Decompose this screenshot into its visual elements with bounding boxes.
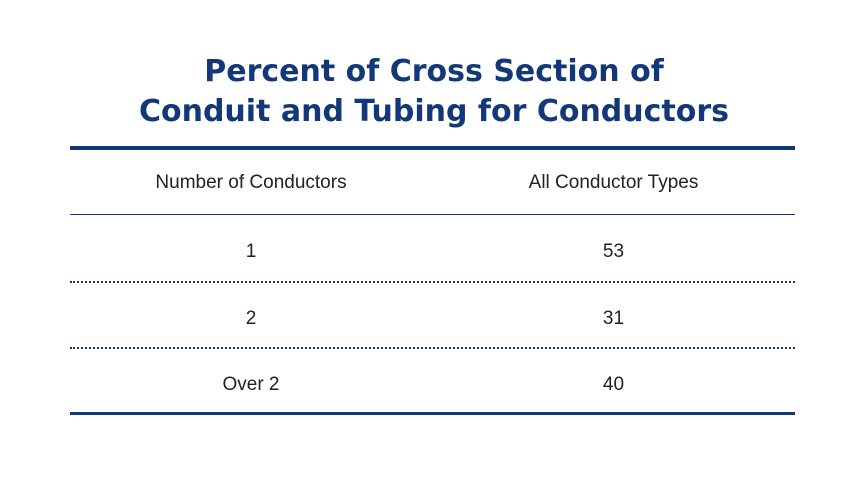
- table-cell-percent: 40: [602, 374, 625, 395]
- table-row: 2 31: [70, 305, 795, 333]
- column-header-all-conductor-types: All Conductor Types: [528, 172, 699, 193]
- table-header-divider: [70, 214, 795, 215]
- table-cell-number-of-conductors: Over 2: [222, 374, 280, 395]
- table-top-rule: [70, 146, 795, 150]
- title-line-1: Percent of Cross Section of: [204, 54, 664, 89]
- row-divider: [70, 281, 795, 283]
- page-title: Percent of Cross Section of Conduit and …: [0, 52, 868, 132]
- table-cell-percent: 31: [602, 308, 625, 329]
- table-cell-number-of-conductors: 1: [245, 241, 257, 262]
- table-row: Over 2 40: [70, 371, 795, 399]
- title-line-2: Conduit and Tubing for Conductors: [138, 94, 730, 129]
- row-divider: [70, 347, 795, 349]
- table-cell-number-of-conductors: 2: [245, 308, 257, 329]
- column-header-number-of-conductors: Number of Conductors: [155, 172, 347, 193]
- table-cell-percent: 53: [602, 241, 625, 262]
- table-row: 1 53: [70, 238, 795, 266]
- table-bottom-rule: [70, 412, 795, 415]
- table-header-row: Number of Conductors All Conductor Types: [70, 172, 795, 202]
